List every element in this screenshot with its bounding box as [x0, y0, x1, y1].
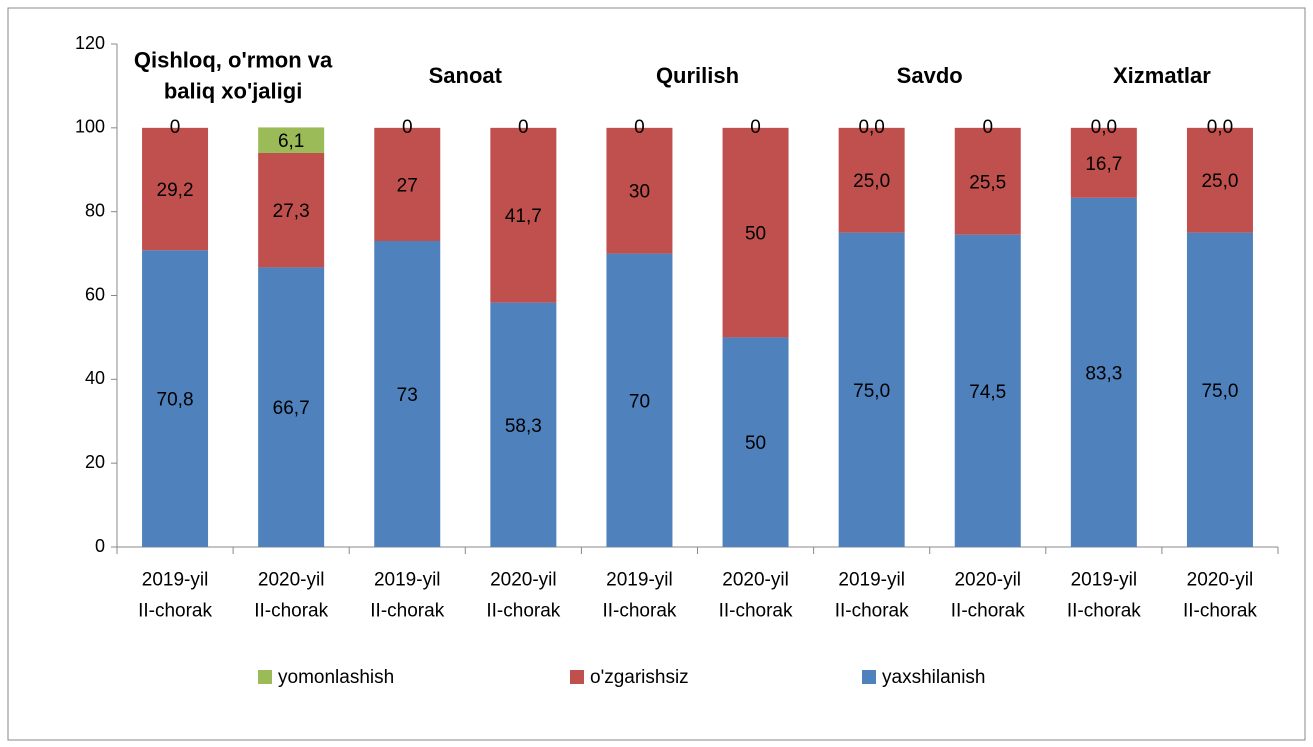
bar-segment [490, 127, 557, 303]
bar-segment [490, 302, 557, 547]
bar-segment [606, 127, 673, 254]
x-tick-label: 2020-yil II-chorak [486, 570, 560, 622]
legend-swatch [862, 670, 876, 684]
bar-segment [954, 234, 1021, 548]
data-label: 30 [629, 182, 650, 203]
bar-segment [1186, 232, 1253, 547]
bar-segment [258, 127, 325, 153]
bar-segment [258, 152, 325, 268]
data-label: 27,3 [273, 201, 310, 222]
data-label: 25,0 [853, 171, 890, 192]
data-label: 0 [634, 117, 645, 138]
group-label: Qishloq, o'rmon va baliq xo'jaligi [134, 47, 333, 103]
x-tick-label: 2020-yil II-chorak [951, 570, 1025, 622]
data-label: 73 [397, 385, 418, 406]
group-label: Qurilish [656, 63, 739, 88]
bar-segment [142, 250, 209, 548]
data-label: 83,3 [1085, 363, 1122, 384]
y-tick-label: 120 [75, 33, 105, 53]
data-label: 70 [629, 391, 650, 412]
bar-segment [606, 253, 673, 548]
bar-segment [722, 127, 789, 338]
data-label: 0 [982, 117, 993, 138]
group-label: Sanoat [429, 63, 503, 88]
data-label: 70,8 [157, 390, 194, 411]
bar-segment [374, 241, 441, 547]
data-label: 41,7 [505, 206, 542, 227]
y-tick-label: 40 [85, 368, 105, 388]
data-label: 25,0 [1201, 171, 1238, 192]
bar-segment [1186, 127, 1253, 233]
bar-segment [838, 232, 905, 547]
x-tick-label: 2019-yil II-chorak [835, 570, 909, 622]
legend-label: o'zgarishsiz [590, 667, 689, 688]
y-tick-label: 80 [85, 200, 105, 220]
bar-segment [954, 127, 1021, 235]
data-label: 0 [750, 117, 761, 138]
x-tick-label: 2020-yil II-chorak [1183, 570, 1257, 622]
bar-segment [838, 127, 905, 233]
data-label: 0 [402, 117, 413, 138]
data-label: 74,5 [969, 382, 1006, 403]
x-tick-label: 2019-yil II-chorak [602, 570, 676, 622]
group-label: Xizmatlar [1113, 63, 1211, 88]
bar-segment [722, 337, 789, 547]
y-tick-label: 100 [75, 117, 105, 137]
data-label: 29,2 [157, 180, 194, 201]
data-label: 0 [170, 117, 181, 138]
data-label: 0,0 [1207, 117, 1233, 138]
data-label: 27 [397, 175, 418, 196]
bar-segment [374, 127, 441, 242]
x-tick-label: 2019-yil II-chorak [138, 570, 212, 622]
data-label: 25,5 [969, 172, 1006, 193]
legend-label: yomonlashish [278, 667, 394, 688]
x-tick-label: 2019-yil II-chorak [370, 570, 444, 622]
data-label: 50 [745, 224, 766, 245]
bar-segment [1070, 197, 1137, 547]
data-label: 0 [518, 117, 529, 138]
y-tick-label: 0 [95, 536, 105, 556]
x-tick-label: 2019-yil II-chorak [1067, 570, 1141, 622]
data-label: 0,0 [1091, 117, 1117, 138]
group-label: Savdo [897, 63, 963, 88]
y-tick-label: 20 [85, 452, 105, 472]
data-label: 58,3 [505, 416, 542, 437]
data-label: 6,1 [278, 131, 304, 152]
bar-segment [258, 267, 325, 547]
x-tick-label: 2020-yil II-chorak [254, 570, 328, 622]
data-label: 0,0 [858, 117, 884, 138]
data-label: 16,7 [1085, 154, 1122, 175]
data-label: 66,7 [273, 398, 310, 419]
data-label: 75,0 [1201, 381, 1238, 402]
legend-label: yaxshilanish [882, 667, 986, 688]
data-label: 75,0 [853, 381, 890, 402]
data-label: 50 [745, 433, 766, 454]
x-tick-label: 2020-yil II-chorak [719, 570, 793, 622]
legend-swatch [258, 670, 272, 684]
bar-segment [142, 127, 209, 251]
bar-segment [1070, 127, 1137, 198]
legend-swatch [570, 670, 584, 684]
y-tick-label: 60 [85, 284, 105, 304]
